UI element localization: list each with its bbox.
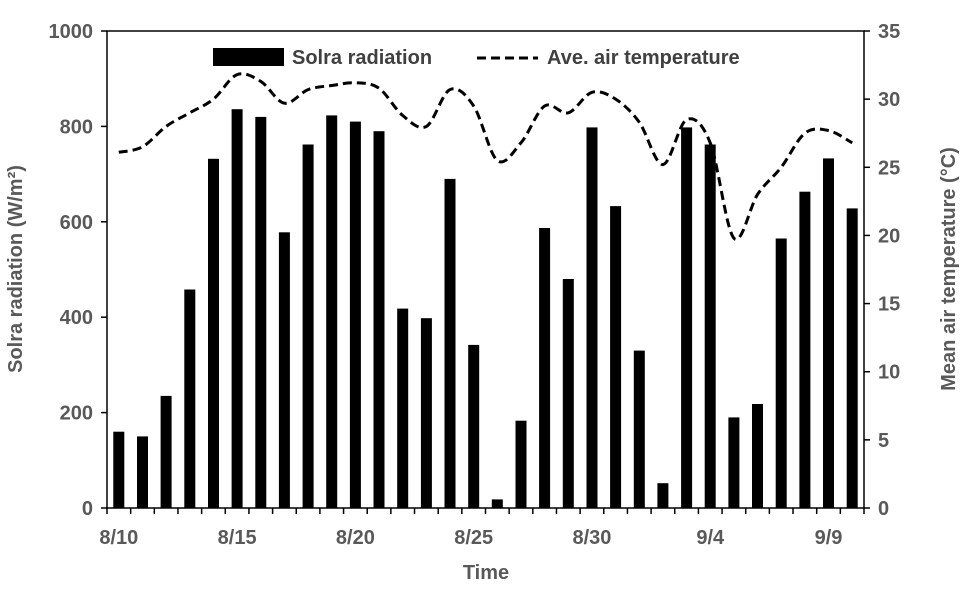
- x-tick-label: 8/15: [218, 527, 257, 549]
- left-tick-label: 800: [60, 116, 93, 138]
- x-tick-label: 8/10: [99, 527, 138, 549]
- legend: Solra radiation Ave. air temperature: [213, 47, 740, 69]
- x-axis-title: Time: [463, 562, 509, 584]
- bar-9-5: [728, 417, 740, 508]
- legend-line-label: Ave. air temperature: [547, 47, 740, 69]
- bar-8-14: [208, 158, 219, 509]
- bar-9-2: [657, 483, 669, 508]
- x-tick-label: 9/9: [815, 527, 843, 549]
- bar-8-29: [562, 279, 574, 508]
- left-tick-label: 600: [60, 212, 93, 234]
- x-tick-label: 9/4: [696, 527, 725, 549]
- bar-9-9: [823, 158, 834, 508]
- right-axis-ticks: 0 5 10 15 20 25 30 35: [864, 21, 900, 520]
- bar-9-1: [633, 350, 645, 508]
- bar-8-16: [255, 116, 267, 509]
- right-tick-label: 0: [878, 498, 889, 520]
- x-axis-ticks: 8/10 8/15 8/20 8/25 8/30 9/4 9/9: [99, 508, 865, 549]
- bar-8-26: [491, 499, 503, 508]
- y2-axis-title: Mean air temperature (°C): [938, 147, 960, 391]
- bar-8-27: [515, 420, 527, 508]
- bar-8-31: [610, 206, 622, 508]
- x-tick-label: 8/20: [336, 527, 375, 549]
- bar-8-17: [278, 232, 290, 509]
- legend-bar-swatch: [213, 48, 284, 66]
- bar-8-22: [397, 308, 409, 508]
- bar-series: [113, 109, 858, 509]
- right-tick-label: 10: [878, 362, 900, 384]
- left-tick-label: 200: [60, 403, 93, 425]
- bar-8-15: [231, 109, 243, 508]
- y-axis-title: Solra radiation (W/m²): [5, 165, 27, 373]
- bar-8-24: [444, 178, 456, 508]
- right-tick-label: 15: [878, 294, 900, 316]
- bar-8-18: [302, 144, 314, 508]
- left-tick-label: 1000: [49, 21, 94, 43]
- bar-8-10: [113, 431, 125, 508]
- bar-8-20: [349, 121, 361, 508]
- bar-8-19: [326, 115, 338, 509]
- temperature-line: [118, 72, 853, 241]
- left-tick-label: 0: [82, 498, 93, 520]
- right-tick-label: 25: [878, 157, 900, 179]
- bar-9-7: [775, 238, 787, 508]
- bar-9-6: [752, 404, 763, 508]
- bar-9-4: [704, 144, 716, 508]
- bar-9-3: [681, 127, 693, 509]
- bar-8-13: [184, 289, 196, 508]
- bar-8-25: [468, 344, 480, 508]
- bar-9-8: [799, 191, 811, 508]
- left-tick-label: 400: [60, 307, 93, 329]
- bar-9-10: [846, 208, 858, 508]
- legend-bar-label: Solra radiation: [292, 47, 432, 69]
- bar-8-12: [160, 395, 172, 508]
- right-tick-label: 5: [878, 430, 889, 452]
- x-tick-label: 8/25: [454, 527, 493, 549]
- bar-8-11: [137, 436, 148, 508]
- bar-8-30: [586, 127, 598, 509]
- bar-8-21: [373, 131, 385, 508]
- bar-8-23: [420, 318, 432, 508]
- plot-area-frame: [106, 30, 865, 509]
- bar-8-28: [539, 228, 551, 508]
- right-tick-label: 20: [878, 225, 900, 247]
- x-tick-label: 8/30: [572, 527, 611, 549]
- right-tick-label: 30: [878, 89, 900, 111]
- left-axis-ticks: 0 200 400 600 800 1000: [49, 21, 107, 520]
- right-tick-label: 35: [878, 21, 900, 43]
